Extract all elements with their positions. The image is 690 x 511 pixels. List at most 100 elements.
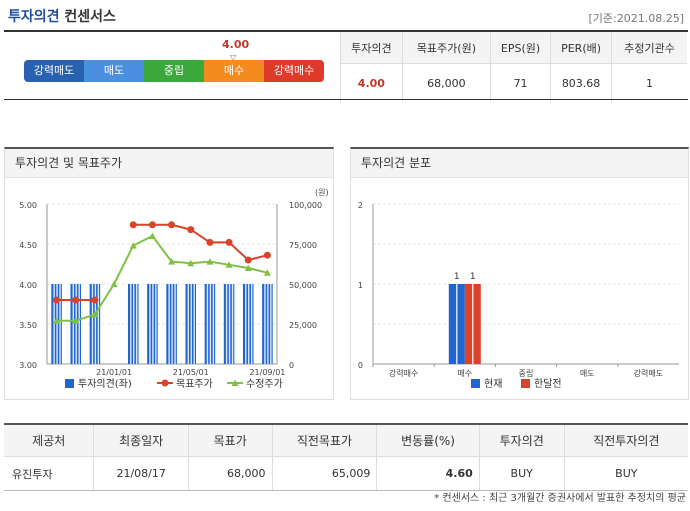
section-divider xyxy=(4,99,688,100)
x-tick-label: 21/01/01 xyxy=(96,368,132,377)
consensus-header: PER(배) xyxy=(550,32,612,64)
opinion-bar-stripe xyxy=(130,284,132,364)
scale-strong-sell: 강력매도 xyxy=(24,60,84,82)
scale-neutral: 중립 xyxy=(144,60,204,82)
target-price-point xyxy=(129,221,137,229)
base-date: [기준:2021.08.25] xyxy=(588,12,684,25)
x-category-label: 매수 xyxy=(457,369,472,378)
target-price-point xyxy=(187,226,195,234)
opinion-marker-value: 4.00 xyxy=(222,38,250,51)
footnote: * 컨센서스 : 최근 3개월간 증권사에서 발표한 추정치의 평균 xyxy=(434,493,686,504)
adjusted-price-point xyxy=(91,310,99,318)
x-category-label: 매도 xyxy=(580,369,595,378)
opinion-bar-stripe xyxy=(187,284,189,364)
target-price-point xyxy=(225,238,233,246)
panel-distribution: 투자의견 분포 2 1 0 강력매수 매수 중립 매도 강력매도 1 1 현재 한달전 xyxy=(350,147,689,400)
provider-header: 목표가 xyxy=(187,423,273,457)
opinion-bar-stripe xyxy=(56,284,58,364)
opinion-bar-stripe xyxy=(133,284,135,364)
panel-opinion-target: 투자의견 및 목표주가 5.00 4.50 4.00 3.50 3.00 100,000 7… xyxy=(4,147,334,400)
provider-header: 직전투자의견 xyxy=(563,423,688,457)
provider-header: 제공처 xyxy=(4,423,94,457)
scale-strong-buy: 강력매수 xyxy=(264,60,324,82)
adjusted-price-point xyxy=(206,258,214,265)
x-tick-label: 21/09/01 xyxy=(249,368,285,377)
adjusted-price-point xyxy=(225,261,233,268)
target-price-point xyxy=(53,296,61,304)
provider-header: 직전목표가 xyxy=(271,423,377,457)
adjusted-price-point xyxy=(72,317,80,324)
provider-prev-opinion: BUY xyxy=(563,456,688,491)
target-price-point xyxy=(206,238,214,246)
adjusted-price-point xyxy=(244,264,252,271)
series-line xyxy=(56,234,268,322)
table-row: 유진투자 21/08/17 68,000 65,009 4.60 BUY BUY xyxy=(4,456,688,491)
provider-header: 투자의견 xyxy=(478,423,565,457)
adjusted-price-point xyxy=(53,317,61,324)
legend-target-marker xyxy=(161,379,169,387)
legend-opinion-swatch xyxy=(65,379,74,388)
header-divider xyxy=(4,30,688,32)
opinion-bar-stripe xyxy=(209,284,212,364)
bar-stripe xyxy=(472,284,474,364)
x-category-label: 강력매도 xyxy=(634,368,663,378)
consensus-header: 추정기관수 xyxy=(611,32,687,64)
title-main: 투자의견 xyxy=(8,9,60,25)
bar-data-label: 1 xyxy=(470,272,476,282)
provider-header: 최종일자 xyxy=(93,423,189,457)
adjusted-price-point xyxy=(110,280,118,287)
opinion-bar-stripe xyxy=(59,284,61,364)
scale-sell: 매도 xyxy=(84,60,144,82)
page-title: 투자의견 컨센서스 xyxy=(8,6,116,26)
y-tick-label: 1 xyxy=(358,281,363,290)
consensus-institutions: 1 xyxy=(611,63,687,102)
y-left-tick-label: 4.00 xyxy=(19,281,37,290)
consensus-header: 목표주가(원) xyxy=(401,32,491,64)
opinion-bar-stripe xyxy=(75,284,77,364)
consensus-per: 803.68 xyxy=(550,63,612,102)
opinion-bar-stripe xyxy=(231,284,234,364)
opinion-bar-stripe xyxy=(91,284,94,364)
opinion-bar-stripe xyxy=(193,284,195,364)
legend-adjusted-marker xyxy=(231,379,239,386)
opinion-bar-stripe xyxy=(94,284,97,364)
opinion-bar-stripe xyxy=(135,284,138,364)
opinion-bar-stripe xyxy=(250,284,253,364)
y-left-tick-label: 5.00 xyxy=(19,201,37,210)
opinion-scale: 강력매도 매도 중립 매수 강력매수 xyxy=(24,60,324,82)
consensus-header: EPS(원) xyxy=(490,32,551,64)
bar-data-label: 1 xyxy=(454,272,460,282)
provider-header: 변동률(%) xyxy=(376,423,480,457)
opinion-target-chart: 5.00 4.50 4.00 3.50 3.00 100,000 75,000 50,000 2… xyxy=(19,188,329,390)
legend-current-label: 현재 xyxy=(484,378,502,390)
legend-opinion-label: 투자의견(좌) xyxy=(78,378,132,390)
opinion-bar-stripe xyxy=(97,284,100,364)
provider-opinion: BUY xyxy=(478,456,565,491)
y-right-tick-label: 75,000 xyxy=(289,241,317,250)
title-sub: 컨센서스 xyxy=(64,9,116,25)
consensus-table: 투자의견 목표주가(원) EPS(원) PER(배) 추정기관수 4.00 68… xyxy=(340,32,687,102)
opinion-bar-stripe xyxy=(264,284,266,364)
legend-month-ago-label: 한달전 xyxy=(534,378,562,390)
consensus-opinion-value: 4.00 xyxy=(340,63,403,102)
adjusted-price-point xyxy=(187,259,195,267)
target-price-point xyxy=(148,221,156,229)
target-price-point xyxy=(244,256,252,264)
scale-buy: 매수 xyxy=(204,60,264,82)
opinion-bar-stripe xyxy=(212,284,215,364)
y-right-unit: (원) xyxy=(315,188,329,197)
opinion-bar-stripe xyxy=(267,284,269,364)
y-left-tick-label: 3.50 xyxy=(19,321,37,330)
opinion-bar-stripe xyxy=(270,284,272,364)
marker-arrow-icon: ▽ xyxy=(230,53,237,62)
provider-prev-target: 65,009 xyxy=(271,456,377,491)
y-right-tick-label: 100,000 xyxy=(289,201,322,210)
opinion-bar-stripe xyxy=(171,284,173,364)
y-left-tick-label: 3.00 xyxy=(19,361,37,370)
panel-distribution-title: 투자의견 분포 xyxy=(351,149,688,178)
consensus-target-price: 68,000 xyxy=(401,63,491,102)
adjusted-price-point xyxy=(168,258,176,265)
y-right-tick-label: 0 xyxy=(289,361,294,370)
opinion-bar-stripe xyxy=(155,284,157,364)
